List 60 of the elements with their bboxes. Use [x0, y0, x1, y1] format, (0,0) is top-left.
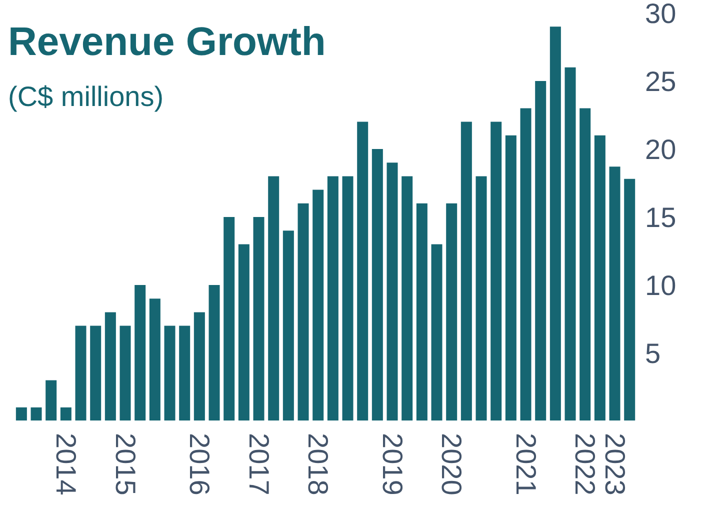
bar	[609, 166, 620, 421]
bar	[357, 122, 368, 421]
bar	[104, 312, 116, 421]
bar	[327, 176, 338, 421]
x-tick-label: 2016	[184, 433, 215, 496]
bar	[342, 176, 354, 421]
y-tick-label: 15	[645, 202, 676, 233]
x-tick-label: 2023	[599, 433, 630, 496]
bar	[253, 217, 264, 421]
bar	[46, 380, 57, 421]
bar	[164, 326, 176, 421]
bar	[179, 326, 190, 421]
x-tick-label: 2021	[510, 433, 542, 496]
bar	[75, 326, 86, 421]
bar	[282, 230, 294, 421]
bar	[564, 67, 576, 421]
x-tick-label: 2022	[570, 433, 601, 496]
bar	[476, 176, 487, 421]
chart-title: Revenue Growth	[8, 19, 326, 66]
bar	[30, 407, 42, 421]
bar	[194, 312, 205, 421]
bar	[268, 176, 280, 421]
text: (C$ millions)	[8, 80, 164, 114]
bar	[208, 285, 220, 421]
bar	[431, 244, 442, 421]
bar	[386, 162, 398, 421]
bar	[16, 407, 27, 421]
bar	[520, 108, 532, 421]
bar	[490, 122, 502, 421]
bar	[372, 149, 383, 421]
bar	[312, 190, 324, 421]
bar	[90, 326, 102, 421]
bar	[416, 203, 428, 421]
bar	[60, 407, 72, 421]
y-tick-label: 10	[645, 270, 676, 301]
bar	[120, 326, 131, 421]
x-tick-label: 2019	[376, 433, 408, 496]
bar	[505, 135, 516, 421]
bar	[550, 26, 561, 421]
bar	[149, 298, 160, 421]
bar	[134, 285, 146, 421]
bar	[460, 122, 472, 421]
x-tick-label: 2020	[436, 433, 468, 496]
y-tick-label: 20	[645, 134, 676, 165]
y-tick-label: 30	[645, 0, 676, 29]
bar	[624, 178, 636, 421]
y-tick-label: 5	[645, 338, 661, 369]
bar	[446, 203, 458, 421]
x-tick-label: 2017	[243, 433, 274, 496]
y-tick-label: 25	[645, 66, 676, 97]
bar	[594, 135, 606, 421]
bar	[224, 217, 235, 421]
bar	[402, 176, 413, 421]
bar	[535, 81, 546, 421]
x-tick-label: 2015	[110, 433, 141, 496]
bar	[580, 108, 591, 421]
bar	[238, 244, 250, 421]
bar	[298, 203, 309, 421]
x-tick-label: 2018	[302, 433, 334, 496]
x-tick-label: 2014	[50, 433, 82, 496]
